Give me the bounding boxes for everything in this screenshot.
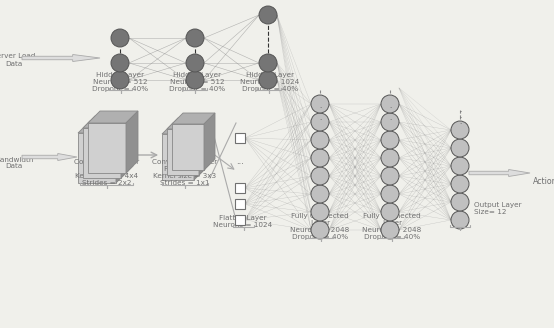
Circle shape <box>451 121 469 139</box>
Polygon shape <box>83 116 133 128</box>
Circle shape <box>111 71 129 89</box>
Circle shape <box>186 54 204 72</box>
Circle shape <box>381 149 399 167</box>
Circle shape <box>451 175 469 193</box>
Polygon shape <box>167 129 199 175</box>
Polygon shape <box>126 111 138 173</box>
Polygon shape <box>172 124 204 170</box>
Polygon shape <box>194 123 205 180</box>
Circle shape <box>451 157 469 175</box>
Polygon shape <box>199 118 210 175</box>
Text: Bandwidth
Data: Bandwidth Data <box>0 156 33 170</box>
Bar <box>235 183 245 193</box>
Circle shape <box>381 131 399 149</box>
Text: Convolution Layer
Filters = 64
Kernel size = 3x3
Strides = 1x1: Convolution Layer Filters = 64 Kernel si… <box>152 159 218 186</box>
FancyArrow shape <box>22 54 100 62</box>
Text: Flatten Layer
Neurons = 1024: Flatten Layer Neurons = 1024 <box>213 215 273 228</box>
Polygon shape <box>88 111 138 123</box>
Polygon shape <box>167 118 210 129</box>
Circle shape <box>186 71 204 89</box>
Polygon shape <box>88 123 126 173</box>
Text: Hidden Layer
Neurons = 512
Dropout = 40%: Hidden Layer Neurons = 512 Dropout = 40% <box>92 72 148 92</box>
Circle shape <box>186 29 204 47</box>
Text: Action: Action <box>533 177 554 187</box>
Text: Fully Connected
Layer
Neurons = 2048
Dropout = 40%: Fully Connected Layer Neurons = 2048 Dro… <box>362 213 422 240</box>
Text: ·
·
·: · · · <box>389 105 391 123</box>
Polygon shape <box>121 116 133 178</box>
Polygon shape <box>78 121 128 133</box>
Bar <box>235 199 245 209</box>
Text: ·
·
·: · · · <box>459 109 461 127</box>
Polygon shape <box>172 113 215 124</box>
Polygon shape <box>78 133 116 183</box>
Circle shape <box>381 95 399 113</box>
Text: Fully Connected
Layer
Neurons = 2048
Dropout = 40%: Fully Connected Layer Neurons = 2048 Dro… <box>290 213 350 240</box>
Circle shape <box>259 6 277 24</box>
Circle shape <box>259 54 277 72</box>
Circle shape <box>311 113 329 131</box>
Bar <box>235 133 245 143</box>
Text: Convolution Layer
Filters = 32
Kernel size = 4x4
Strides = 2x2: Convolution Layer Filters = 32 Kernel si… <box>74 159 140 186</box>
Circle shape <box>311 203 329 221</box>
Circle shape <box>381 167 399 185</box>
Bar <box>235 215 245 225</box>
Circle shape <box>311 95 329 113</box>
Polygon shape <box>162 134 194 180</box>
Circle shape <box>259 71 277 89</box>
Circle shape <box>311 185 329 203</box>
Circle shape <box>111 29 129 47</box>
Circle shape <box>311 221 329 239</box>
Text: Server Load
Data: Server Load Data <box>0 53 35 67</box>
Text: ·
·
·: · · · <box>319 105 321 123</box>
FancyArrow shape <box>469 170 530 176</box>
Circle shape <box>451 139 469 157</box>
Circle shape <box>311 167 329 185</box>
Circle shape <box>451 211 469 229</box>
Circle shape <box>311 131 329 149</box>
Circle shape <box>381 203 399 221</box>
Polygon shape <box>83 128 121 178</box>
Polygon shape <box>162 123 205 134</box>
Circle shape <box>311 149 329 167</box>
Circle shape <box>451 193 469 211</box>
Circle shape <box>381 113 399 131</box>
Text: Hidden Layer
Neurons = 512
Dropout = 40%: Hidden Layer Neurons = 512 Dropout = 40% <box>169 72 225 92</box>
Polygon shape <box>116 121 128 183</box>
Polygon shape <box>204 113 215 170</box>
FancyArrow shape <box>22 154 77 160</box>
Circle shape <box>381 185 399 203</box>
Circle shape <box>381 221 399 239</box>
Text: Output Layer
Size= 12: Output Layer Size= 12 <box>474 201 522 215</box>
Circle shape <box>111 54 129 72</box>
Text: Hidden Layer
Neurons = 1024
Dropout = 40%: Hidden Layer Neurons = 1024 Dropout = 40… <box>240 72 300 92</box>
Text: ...: ... <box>236 156 244 166</box>
